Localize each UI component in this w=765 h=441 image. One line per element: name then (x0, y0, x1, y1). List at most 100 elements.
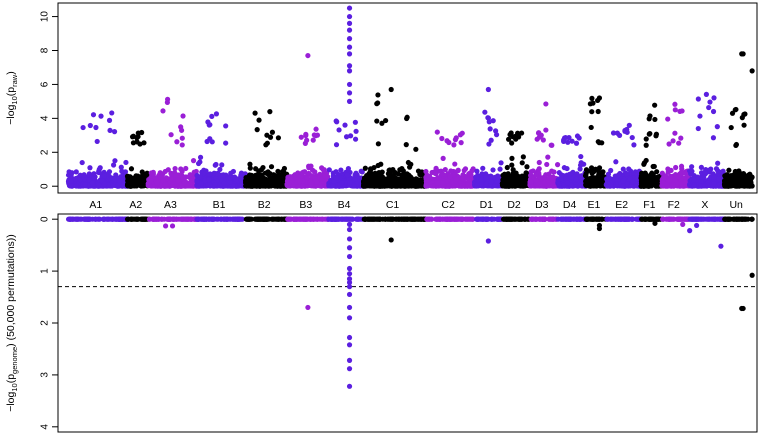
snp-point (194, 179, 199, 184)
snp-point (489, 179, 494, 184)
snp-point (423, 169, 428, 174)
snp-point (625, 130, 630, 135)
snp-point (643, 180, 648, 185)
snp-point (488, 173, 493, 178)
snp-point (338, 167, 343, 172)
snp-point (96, 183, 101, 188)
snp-point (180, 142, 185, 147)
chromosome-points-C2 (423, 129, 477, 188)
snp-point (304, 138, 309, 143)
snp-point (342, 123, 347, 128)
snp-point (312, 132, 317, 137)
snp-point (395, 177, 400, 182)
snp-point (547, 176, 552, 181)
snp-point (416, 168, 421, 173)
snp-point (460, 131, 465, 136)
snp-point (231, 183, 236, 188)
snp-point (600, 169, 605, 174)
snp-point (322, 174, 327, 179)
snp-point (474, 169, 479, 174)
snp-point (112, 176, 117, 181)
snp-point (539, 133, 544, 138)
snp-point (404, 171, 409, 176)
snp-point (163, 169, 168, 174)
chromosome-points-B1 (194, 111, 248, 189)
snp-point (221, 181, 226, 186)
snp-point (334, 119, 339, 124)
snp-point (451, 142, 456, 147)
y-tick-label: 6 (40, 81, 51, 87)
snp-point (165, 100, 170, 105)
snp-point (327, 167, 332, 172)
snp-point (654, 132, 659, 137)
snp-point (426, 177, 431, 182)
snp-point (541, 137, 546, 142)
snp-point (589, 125, 594, 130)
snp-point (260, 165, 265, 170)
snp-point (651, 172, 656, 177)
snp-point (204, 139, 209, 144)
snp-point (497, 167, 502, 172)
snp-point (180, 175, 185, 180)
snp-point (522, 177, 527, 182)
snp-point (644, 136, 649, 141)
snp-point (644, 143, 649, 148)
chromosome-points-D3 (527, 101, 560, 188)
snp-point (80, 160, 85, 165)
snp-point (456, 168, 461, 173)
snp-point (87, 165, 92, 170)
snp-point (498, 160, 503, 165)
snp-point (160, 108, 165, 113)
snp-point (617, 172, 622, 177)
y-tick-label: 0 (40, 183, 51, 189)
snp-point (223, 123, 228, 128)
snp-point (345, 173, 350, 178)
snp-point (96, 170, 101, 175)
snp-point (644, 158, 649, 163)
snp-point (509, 140, 514, 145)
snp-point (488, 126, 493, 131)
snp-point (206, 177, 211, 182)
snp-point (256, 171, 261, 176)
snp-point (535, 137, 540, 142)
snp-point (139, 130, 144, 135)
snp-point (266, 179, 271, 184)
snp-point (73, 176, 78, 181)
snp-point (98, 165, 103, 170)
snp-point (248, 184, 253, 189)
snp-point (207, 182, 212, 187)
snp-point (265, 141, 270, 146)
snp-point (253, 166, 258, 171)
chromosome-points-A1 (66, 110, 130, 188)
snp-point (417, 183, 422, 188)
snp-point (276, 135, 281, 140)
snp-point (583, 173, 588, 178)
snp-point (509, 162, 514, 167)
snp-point (501, 183, 506, 188)
snp-point (68, 179, 73, 184)
snp-point (505, 176, 510, 181)
snp-point (129, 166, 134, 171)
snp-point (589, 96, 594, 101)
snp-point (134, 182, 139, 187)
snp-point (376, 141, 381, 146)
snp-point (652, 103, 657, 108)
snp-point (363, 182, 368, 187)
snp-point (588, 101, 593, 106)
snp-point (578, 163, 583, 168)
snp-point (507, 180, 512, 185)
snp-point (444, 138, 449, 143)
snp-point (549, 143, 554, 148)
snp-point (435, 129, 440, 134)
snp-point (439, 136, 444, 141)
snp-point (162, 182, 167, 187)
snp-point (433, 171, 438, 176)
snp-point (621, 167, 626, 172)
snp-point (180, 136, 185, 141)
snp-point (410, 183, 415, 188)
snp-point (74, 169, 79, 174)
snp-point (522, 183, 527, 188)
snp-point (83, 182, 88, 187)
snp-point (191, 158, 196, 163)
